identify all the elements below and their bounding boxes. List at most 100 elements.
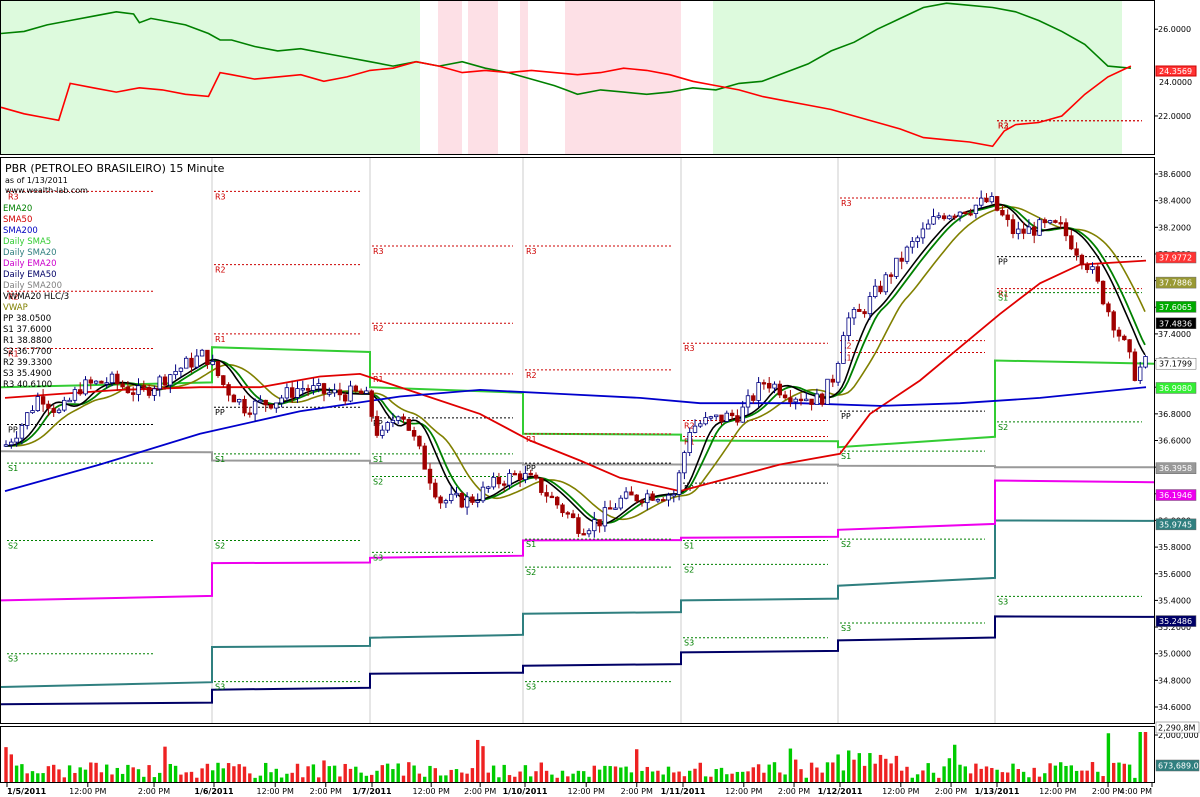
candle-body	[205, 349, 210, 365]
candle-body	[793, 398, 798, 403]
candle-body	[724, 412, 729, 422]
candle-body	[634, 494, 639, 502]
candle-body	[369, 390, 374, 417]
last-value-tag-text: 36.1946	[1159, 491, 1192, 500]
candle-body	[1132, 351, 1138, 381]
pivot-level-label: S2	[684, 565, 694, 574]
volume-bar	[306, 766, 310, 782]
volume-bar	[99, 772, 104, 782]
pivot-level-label: R3	[841, 199, 852, 208]
candle-body	[915, 237, 920, 242]
legend-entry: Daily SMA200	[3, 281, 62, 291]
pivot-level-label: R2	[526, 371, 537, 380]
volume-bar	[968, 773, 973, 782]
candle-body	[316, 383, 321, 386]
candle-body	[1069, 235, 1074, 250]
volume-bar	[46, 766, 51, 782]
candle-body	[51, 407, 56, 413]
candle-body	[252, 400, 258, 415]
volume-bar	[1127, 764, 1132, 782]
candle-body	[35, 396, 40, 411]
volume-bar	[36, 773, 40, 782]
volume-bar	[454, 769, 459, 782]
last-value-tag	[1155, 721, 1200, 734]
volume-bar	[423, 776, 427, 782]
candle-body	[1026, 226, 1032, 234]
pivot-level-label: R2	[215, 266, 226, 275]
pivot-level-lines: R3R2R1PPS1S2S3R3R2R1PPS1S2S3R3R2R1PPS1S2…	[7, 120, 1142, 692]
volume-bar	[889, 763, 893, 782]
pivot-level-label: S2	[841, 540, 851, 549]
volume-bar	[152, 777, 157, 782]
pivot-level-label: R2	[373, 324, 384, 333]
volume-bar	[703, 776, 708, 782]
candle-body	[274, 402, 279, 409]
candle-body	[99, 380, 104, 384]
candle-body	[772, 383, 777, 389]
candle-body	[173, 370, 178, 376]
candle-body	[279, 397, 284, 404]
candle-body	[454, 492, 459, 496]
volume-bar	[354, 766, 358, 782]
volume-bar	[147, 765, 151, 782]
volume-bar	[497, 777, 501, 782]
candle-body	[67, 399, 72, 403]
volume-bar	[502, 764, 506, 782]
candle-body	[687, 432, 692, 454]
day-separators	[211, 158, 996, 723]
candle-body	[19, 425, 25, 439]
volume-bar	[168, 763, 172, 782]
volume-bar	[136, 769, 141, 782]
volume-bar	[179, 774, 183, 782]
x-tick-label: 1/10/2011	[503, 787, 548, 796]
y-tick-label: 2,000,000	[1158, 731, 1199, 740]
volume-bar	[1138, 732, 1142, 782]
volume-bar	[1133, 777, 1137, 782]
last-value-tag-text: 37.9772	[1159, 253, 1192, 262]
volume-bar	[682, 776, 687, 782]
candle-body	[406, 418, 411, 431]
volume-bar	[417, 773, 422, 782]
candle-body	[358, 390, 364, 394]
volume-bar	[1106, 733, 1111, 782]
pivot-level-label: R1	[998, 290, 1009, 299]
volume-bar	[380, 765, 384, 782]
candle-body	[448, 493, 454, 501]
volume-bar	[1006, 772, 1010, 782]
volume-bar	[640, 770, 644, 782]
last-value-tag-text: 36.9980	[1159, 384, 1192, 393]
candle-body	[698, 423, 703, 427]
volume-bar	[815, 767, 819, 782]
volume-bar	[401, 775, 406, 782]
candle-body	[719, 414, 724, 422]
volume-bar	[4, 747, 8, 782]
candle-body	[523, 472, 528, 481]
legend-entry: S2 36.7700	[3, 347, 52, 357]
candle-body	[920, 228, 926, 239]
y-tick-label: 35.6000	[1158, 570, 1191, 579]
candle-body	[353, 385, 358, 392]
candle-body	[422, 445, 427, 470]
last-value-tag-text: 24.3569	[1159, 67, 1192, 76]
volume-bar	[868, 753, 872, 782]
pivot-level-label: S2	[998, 423, 1008, 432]
pivot-level-label: S2	[215, 541, 225, 550]
indicator-bullish-band	[713, 1, 1122, 155]
x-tick-label: 2:00 PM	[464, 787, 496, 796]
volume-bar	[301, 777, 305, 782]
candle-body	[109, 373, 115, 384]
pivot-level-label: R2	[8, 292, 19, 301]
candle-body	[491, 476, 496, 488]
candle-body	[873, 285, 878, 297]
x-tick-label: 2:00 PM	[1092, 787, 1124, 796]
pivot-level-label: R1	[8, 350, 19, 359]
candle-body	[560, 504, 565, 514]
candle-body	[236, 399, 242, 403]
volume-bar	[200, 768, 204, 782]
y-tick-label: 36.6000	[1158, 437, 1191, 446]
volume-bar	[698, 762, 702, 782]
pivot-level-label: R2	[684, 422, 695, 431]
pivot-level-label: S1	[373, 455, 383, 464]
last-value-tag	[1155, 518, 1197, 531]
volume-bar	[741, 771, 745, 782]
